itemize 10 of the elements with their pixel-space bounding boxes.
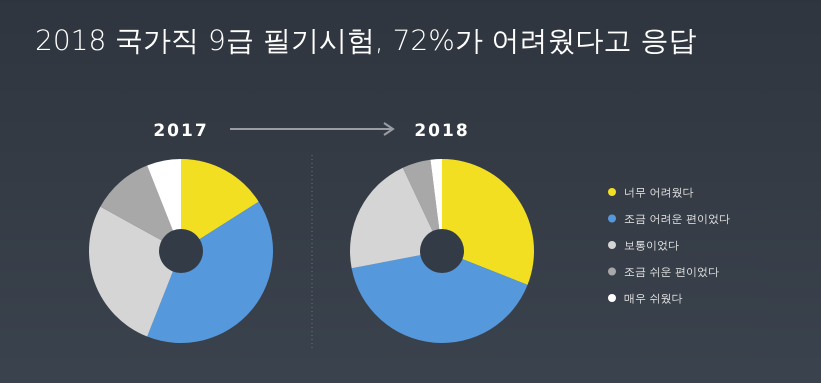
pie-slice [442,159,534,285]
legend-label: 너무 어려웠다 [624,186,694,199]
legend-label: 조금 쉬운 편이었다 [624,266,719,278]
chart-title: 2018 [414,121,470,141]
legend-label: 조금 어려운 편이었다 [624,212,730,226]
text: 2018 국가직 9급 필기시험, 72%가 어려웠다고 응답 [35,24,697,57]
legend-label: 매우 쉬웠다 [624,292,682,305]
pie-slice [147,202,273,343]
chart-subtitle: 2017 [153,121,209,141]
legend-label: 보통이었다 [624,239,679,252]
